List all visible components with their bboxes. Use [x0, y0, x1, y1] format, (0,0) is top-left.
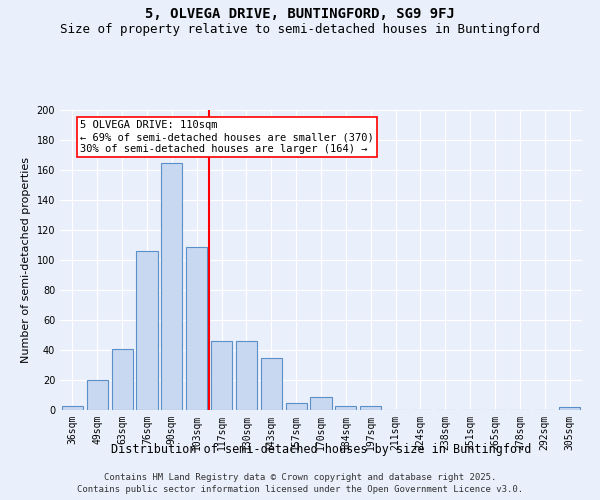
Bar [62, 406, 83, 410]
Bar [335, 406, 356, 410]
Text: 5, OLVEGA DRIVE, BUNTINGFORD, SG9 9FJ: 5, OLVEGA DRIVE, BUNTINGFORD, SG9 9FJ [145, 8, 455, 22]
Y-axis label: Number of semi-detached properties: Number of semi-detached properties [21, 157, 31, 363]
Text: Distribution of semi-detached houses by size in Buntingford: Distribution of semi-detached houses by … [111, 442, 531, 456]
Bar [87, 380, 108, 410]
Bar [286, 402, 307, 410]
Text: Contains public sector information licensed under the Open Government Licence v3: Contains public sector information licen… [77, 485, 523, 494]
Bar [236, 341, 257, 410]
Bar [186, 246, 207, 410]
Text: 5 OLVEGA DRIVE: 110sqm
← 69% of semi-detached houses are smaller (370)
30% of se: 5 OLVEGA DRIVE: 110sqm ← 69% of semi-det… [80, 120, 374, 154]
Bar [112, 348, 133, 410]
Bar [211, 341, 232, 410]
Text: Contains HM Land Registry data © Crown copyright and database right 2025.: Contains HM Land Registry data © Crown c… [104, 472, 496, 482]
Text: Size of property relative to semi-detached houses in Buntingford: Size of property relative to semi-detach… [60, 22, 540, 36]
Bar [310, 396, 332, 410]
Bar [360, 406, 381, 410]
Bar [136, 251, 158, 410]
Bar [261, 358, 282, 410]
Bar [559, 407, 580, 410]
Bar [161, 162, 182, 410]
